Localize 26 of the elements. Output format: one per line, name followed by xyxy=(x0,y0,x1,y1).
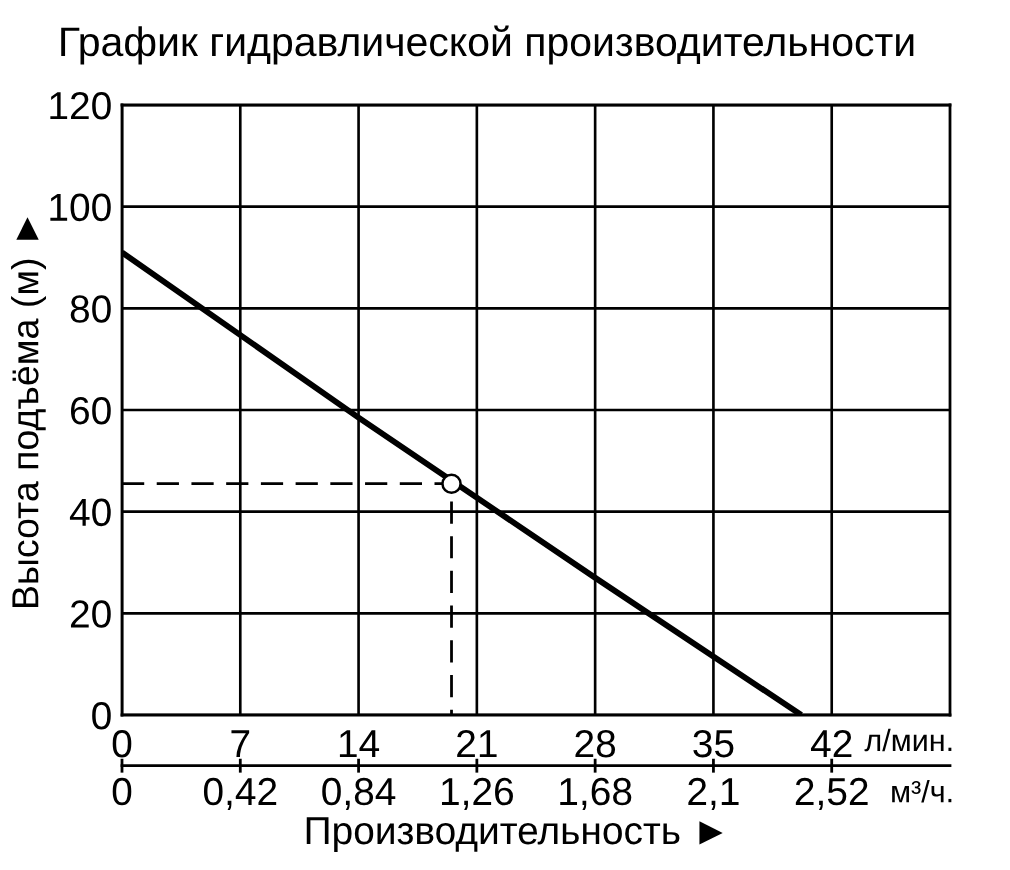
x-tick-label: 7 xyxy=(231,730,250,758)
x-tick-label: 14 xyxy=(339,730,380,758)
y-tick-label: 60 xyxy=(71,396,111,425)
x2-tick-label: 0,42 xyxy=(203,777,277,810)
x2-tick-label: 0,84 xyxy=(322,777,396,810)
text: Производительность ► xyxy=(306,817,723,853)
y-tick-label: 0 xyxy=(92,701,111,730)
x2-tick-label: 2,1 xyxy=(688,777,739,810)
x-tick-label: 21 xyxy=(457,729,497,758)
chart-title: График гидравлической производительности xyxy=(61,25,914,65)
y-tick-label: 20 xyxy=(70,600,111,628)
x-tick-label: 0 xyxy=(112,729,132,758)
x-tick-label: 35 xyxy=(693,729,734,758)
x2-tick-label: 0 xyxy=(112,777,132,806)
x-tick-label: 28 xyxy=(575,729,616,758)
y-axis-title: Высота подъёма (м) ► xyxy=(11,217,46,607)
y-tick-label: 100 xyxy=(50,193,111,222)
x2-axis-title: м³/ч. xyxy=(892,780,952,803)
y-tick-label: 80 xyxy=(70,295,111,323)
x2-tick-label: 1,68 xyxy=(560,777,632,810)
x-tick-label: 42 xyxy=(810,729,852,758)
y-tick-label: 120 xyxy=(50,91,111,120)
x-axis-title: л/мин. xyxy=(864,728,952,752)
x2-tick-label: 2,52 xyxy=(795,777,868,810)
x2-tick-label: 1,26 xyxy=(441,777,513,810)
y-tick-label: 40 xyxy=(69,498,111,527)
